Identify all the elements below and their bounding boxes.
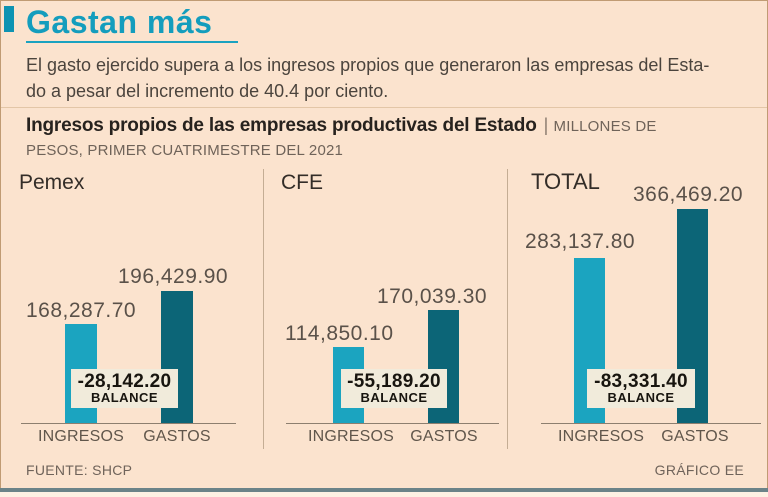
total-axis-line	[541, 423, 761, 424]
intro-text: El gasto ejercido supera a los ingresos …	[26, 52, 751, 104]
total-ingresos-axis-label: INGRESOS	[558, 428, 645, 445]
credit-label: GRÁFICO EE	[654, 462, 744, 478]
page-title: Gastan más	[26, 4, 213, 40]
pemex-balance-word: BALANCE	[90, 390, 159, 405]
pemex-gastos-value: 196,429.90	[118, 265, 229, 288]
cfe-balance-word: BALANCE	[360, 390, 428, 405]
chart-title-row: Ingresos propios de las empresas product…	[26, 115, 657, 137]
title-accent-square	[4, 6, 14, 32]
panel-separator-1	[263, 169, 264, 449]
header-divider	[1, 107, 767, 108]
cfe-gastos-axis-label: GASTOS	[410, 428, 478, 445]
pemex-balance-value: -28,142.20	[77, 371, 172, 392]
cfe-balance-box: -55,189.20 BALANCE	[341, 369, 447, 408]
cfe-gastos-value: 170,039.30	[377, 285, 488, 308]
chart-units-line2: PESOS, PRIMER CUATRIMESTRE DEL 2021	[26, 142, 344, 159]
total-gastos-axis-label: GASTOS	[661, 428, 729, 445]
total-gastos-value: 366,469.20	[633, 183, 744, 206]
panel-separator-2	[507, 169, 508, 449]
source-label: FUENTE: SHCP	[26, 462, 133, 478]
chart-units-line1: MILLONES DE	[553, 118, 657, 135]
total-ingresos-value: 283,137.80	[525, 230, 636, 253]
pemex-ingresos-value: 168,287.70	[26, 299, 137, 322]
cfe-axis-line	[286, 423, 499, 424]
total-balance-word: BALANCE	[607, 390, 675, 405]
title-underline	[26, 41, 238, 43]
pemex-balance-box: -28,142.20 BALANCE	[71, 369, 178, 408]
intro-line-2: do a pesar del incremento de 40.4 por ci…	[26, 81, 389, 101]
bottom-accent-bar	[0, 488, 768, 492]
total-balance-value: -83,331.40	[594, 371, 688, 392]
panel-title-pemex: Pemex	[19, 171, 85, 194]
chart-title: Ingresos propios de las empresas product…	[26, 115, 537, 136]
chart-title-separator: |	[543, 115, 549, 135]
cfe-balance-value: -55,189.20	[347, 371, 441, 392]
panel-title-total: TOTAL	[531, 169, 600, 194]
pemex-ingresos-axis-label: INGRESOS	[37, 428, 125, 445]
cfe-ingresos-value: 114,850.10	[285, 322, 394, 345]
pemex-gastos-axis-label: GASTOS	[143, 428, 211, 445]
pemex-axis-line	[21, 423, 236, 424]
cfe-ingresos-axis-label: INGRESOS	[307, 428, 395, 445]
total-balance-box: -83,331.40 BALANCE	[587, 369, 695, 408]
panel-title-cfe: CFE	[281, 171, 323, 194]
intro-line-1: El gasto ejercido supera a los ingresos …	[26, 55, 710, 75]
